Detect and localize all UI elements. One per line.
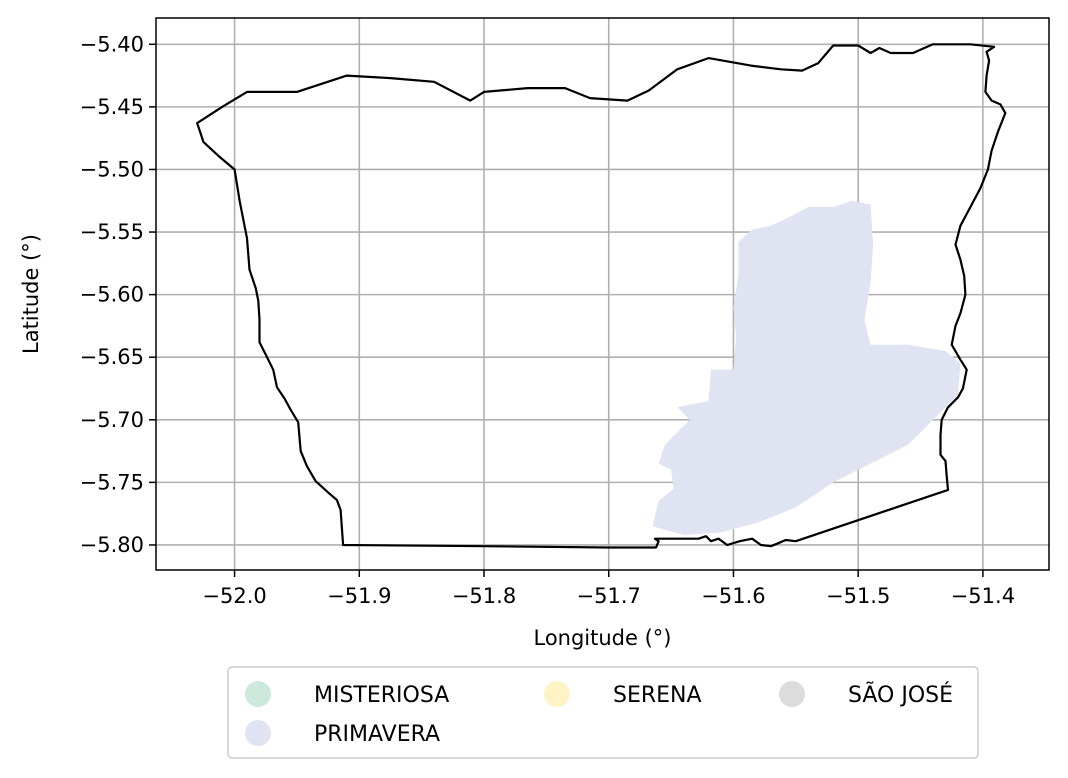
x-axis-label: Longitude (°) [533, 626, 671, 650]
x-tick-label: −51.5 [826, 584, 890, 608]
y-tick-label: −5.45 [80, 95, 144, 119]
y-tick-label: −5.50 [80, 157, 144, 181]
legend-marker [779, 681, 805, 707]
x-tick-label: −51.6 [701, 584, 765, 608]
municipality-boundary [196, 43, 1007, 549]
region-layer [652, 200, 961, 535]
region-primavera [652, 200, 961, 535]
y-axis-label: Latitude (°) [19, 234, 43, 354]
x-tick-label: −51.4 [951, 584, 1015, 608]
y-tick-label: −5.70 [80, 408, 144, 432]
y-tick-label: −5.65 [80, 345, 144, 369]
x-axis-ticks: −52.0 −51.9 −51.8 −51.7 −51.6 −51.5 −51.4 [202, 570, 1015, 608]
x-tick-label: −52.0 [202, 584, 266, 608]
legend-marker [245, 720, 271, 746]
x-tick-label: −51.9 [327, 584, 391, 608]
legend-label: SÃO JOSÉ [848, 681, 953, 708]
grid-lines [156, 18, 1049, 570]
x-tick-label: −51.8 [452, 584, 516, 608]
legend-marker [245, 681, 271, 707]
legend: MISTERIOSA SERENA SÃO JOSÉ PRIMAVERA [227, 666, 979, 759]
boundary-layer [196, 43, 1007, 549]
y-tick-label: −5.40 [80, 32, 144, 56]
y-tick-label: −5.60 [80, 283, 144, 307]
y-axis-ticks: −5.40 −5.45 −5.50 −5.55 −5.60 −5.65 −5.70 −5.75… [80, 32, 156, 557]
legend-label: MISTERIOSA [314, 683, 449, 708]
x-tick-label: −51.7 [577, 584, 641, 608]
y-tick-label: −5.75 [80, 470, 144, 494]
legend-marker [544, 681, 570, 707]
y-tick-label: −5.80 [80, 533, 144, 557]
y-tick-label: −5.55 [80, 220, 144, 244]
legend-label: PRIMAVERA [314, 722, 440, 747]
legend-label: SERENA [613, 683, 702, 708]
